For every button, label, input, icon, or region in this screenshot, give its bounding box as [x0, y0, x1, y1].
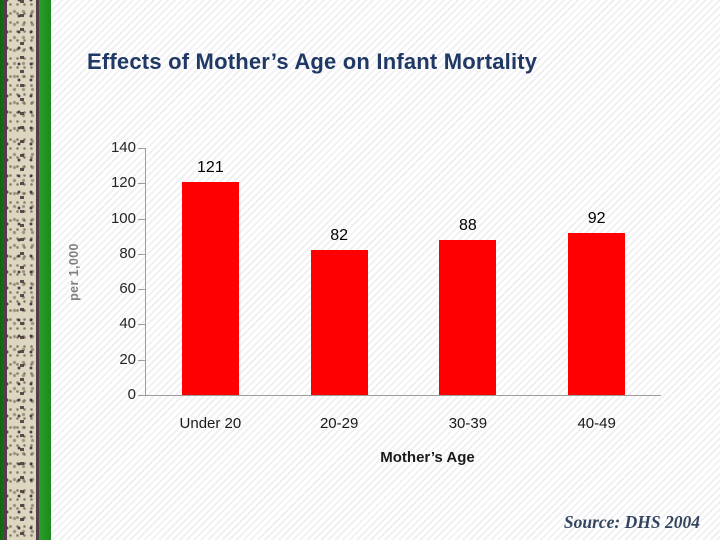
x-tick-label: 20-29: [319, 415, 359, 432]
bar-under-20: [181, 181, 239, 395]
y-tick-label: 120: [110, 174, 136, 192]
decorative-left-border: [0, 0, 51, 540]
bar-value-label: 88: [458, 216, 477, 234]
bar-value-label: 121: [197, 158, 224, 176]
bar-20-29: [310, 250, 368, 395]
y-tick-mark: [138, 218, 146, 220]
y-axis-title: per 1,000: [60, 148, 88, 395]
y-tick-label: 0: [127, 386, 136, 403]
y-tick-label: 40: [119, 315, 136, 333]
plot-area: 140 120 100 80 60 40 20 0 121 Under 20 82 20-29 88 30…: [111, 139, 661, 432]
y-axis-title-text: per 1,000: [67, 242, 81, 301]
x-tick-label: 30-39: [448, 415, 488, 432]
y-tick-label: 60: [119, 280, 136, 298]
ornate-pattern-strip: [4, 0, 39, 540]
slide-title: Effects of Mother’s Age on Infant Mortal…: [87, 49, 538, 74]
y-tick-mark: [138, 253, 146, 255]
x-tick-label: Under 20: [179, 415, 242, 432]
bar-30-39: [439, 239, 497, 395]
y-tick-mark: [138, 395, 146, 396]
y-tick-label: 80: [119, 244, 136, 262]
x-tick-label: 40-49: [577, 415, 616, 432]
y-tick-mark: [138, 359, 146, 361]
y-tick-label: 20: [119, 350, 136, 368]
bar-value-label: 82: [330, 227, 349, 245]
y-tick-label: 140: [110, 139, 136, 156]
bar-value-label: 92: [587, 209, 606, 227]
bar-40-49: [568, 232, 626, 395]
source-citation: Source: DHS 2004: [563, 512, 700, 532]
y-tick-mark: [138, 183, 146, 185]
y-tick-mark: [138, 324, 146, 326]
y-tick-label: 100: [110, 209, 136, 227]
y-tick-mark: [138, 289, 146, 291]
x-axis-title: Mother’s Age: [380, 449, 475, 466]
y-tick-mark: [138, 148, 146, 149]
